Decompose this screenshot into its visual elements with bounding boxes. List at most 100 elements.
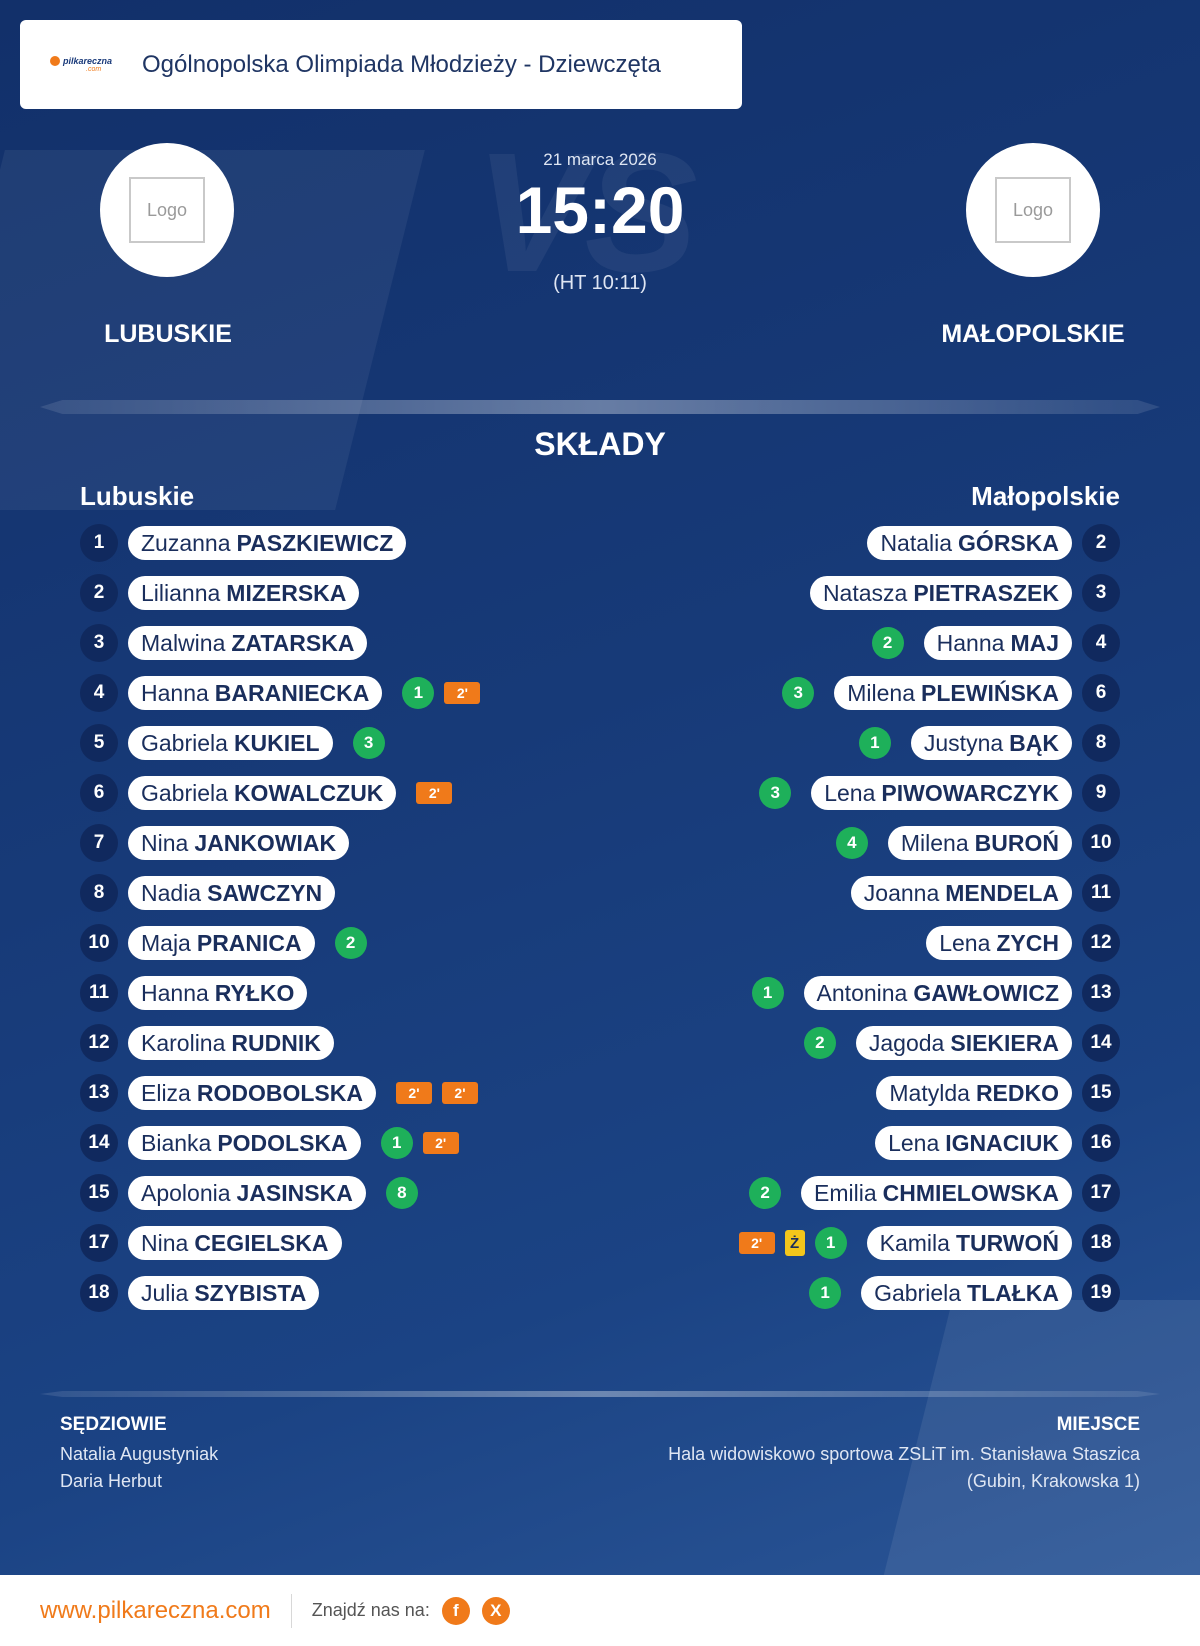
player-name[interactable]: Matylda REDKO [876, 1076, 1072, 1110]
player-first-name: Gabriela [141, 779, 228, 806]
referee-name: Natalia Augustyniak [60, 1444, 219, 1464]
player-first-name: Nina [141, 829, 189, 856]
player-name[interactable]: Kamila TURWOŃ [866, 1226, 1072, 1260]
player-last-name: SAWCZYN [207, 879, 323, 906]
player-last-name: RYŁKO [214, 979, 295, 1006]
x-icon[interactable]: X [481, 1596, 510, 1625]
player-number: 11 [80, 974, 118, 1012]
player-name[interactable]: Gabriela KUKIEL [128, 726, 333, 760]
player-name[interactable]: Nadia SAWCZYN [128, 876, 336, 910]
away-team-logo: Logo [966, 143, 1100, 277]
player-name[interactable]: Jagoda SIEKIERA [855, 1026, 1072, 1060]
facebook-icon[interactable]: f [441, 1596, 470, 1625]
player-first-name: Lena [824, 779, 876, 806]
player-last-name: GÓRSKA [958, 529, 1059, 556]
player-first-name: Malwina [141, 629, 226, 656]
lineups-title: SKŁADY [534, 426, 666, 462]
goals-badge: 2 [749, 1177, 782, 1209]
player-row: 12 Karolina RUDNIK [80, 1024, 354, 1062]
player-name[interactable]: Milena PLEWIŃSKA [834, 676, 1072, 710]
player-last-name: SIEKIERA [950, 1029, 1059, 1056]
player-name[interactable]: Lena IGNACIUK [875, 1126, 1072, 1160]
player-name[interactable]: Hanna MAJ [923, 626, 1072, 660]
player-last-name: CHMIELOWSKA [882, 1179, 1059, 1206]
player-name[interactable]: Natalia GÓRSKA [867, 526, 1072, 560]
player-name[interactable]: Hanna BARANIECKA [128, 676, 383, 710]
player-last-name: GAWŁOWICZ [913, 979, 1059, 1006]
away-lineup-heading: Małopolskie [971, 481, 1120, 511]
goals-badge: 2 [871, 627, 904, 659]
player-last-name: SZYBISTA [194, 1279, 307, 1306]
player-row: 8 Nadia SAWCZYN [80, 874, 355, 912]
player-name[interactable]: Justyna BĄK [910, 726, 1072, 760]
player-number: 17 [80, 1224, 118, 1262]
player-name[interactable]: Nina JANKOWIAK [128, 826, 350, 860]
player-row: 19 Gabriela TLAŁKA 1 [809, 1274, 1120, 1312]
suspension-badge: 2' [395, 1082, 432, 1104]
player-first-name: Julia [141, 1279, 189, 1306]
goals-badge: 1 [402, 677, 435, 709]
suspension-badge: 2' [738, 1232, 775, 1254]
player-name[interactable]: Karolina RUDNIK [128, 1026, 334, 1060]
player-name[interactable]: Lena PIWOWARCZYK [811, 776, 1072, 810]
player-first-name: Milena [900, 829, 969, 856]
player-name[interactable]: Joanna MENDELA [850, 876, 1072, 910]
player-row: 1 Zuzanna PASZKIEWICZ [80, 524, 426, 562]
player-number: 17 [1082, 1174, 1120, 1212]
goals-badge: 1 [751, 977, 784, 1009]
website-link[interactable]: www.pilkareczna.com [40, 1596, 271, 1624]
player-row: 17 Emilia CHMIELOWSKA 2 [749, 1174, 1120, 1212]
player-name[interactable]: Lena ZYCH [926, 926, 1072, 960]
player-number: 12 [80, 1024, 118, 1062]
player-name[interactable]: Nina CEGIELSKA [128, 1226, 342, 1260]
player-row: 7 Nina JANKOWIAK [80, 824, 369, 862]
player-first-name: Bianka [141, 1129, 212, 1156]
player-first-name: Antonina [816, 979, 908, 1006]
divider [40, 400, 1160, 414]
player-last-name: RUDNIK [231, 1029, 321, 1056]
player-number: 19 [1082, 1274, 1120, 1312]
player-name[interactable]: Malwina ZATARSKA [128, 626, 368, 660]
goals-badge: 2 [803, 1027, 836, 1059]
background-shape [847, 1300, 1200, 1575]
player-name[interactable]: Lilianna MIZERSKA [128, 576, 360, 610]
player-name[interactable]: Emilia CHMIELOWSKA [801, 1176, 1072, 1210]
player-last-name: KOWALCZUK [233, 779, 384, 806]
referee-name: Daria Herbut [60, 1471, 163, 1491]
player-events: 2' 2' [395, 1082, 478, 1104]
logo-placeholder: Logo [129, 177, 205, 243]
player-first-name: Justyna [923, 729, 1004, 756]
brand-logo[interactable]: pilkareczna .com [50, 56, 130, 73]
player-name[interactable]: Gabriela KOWALCZUK [128, 776, 397, 810]
player-last-name: JASINSKA [236, 1179, 353, 1206]
player-name[interactable]: Eliza RODOBOLSKA [128, 1076, 376, 1110]
player-name[interactable]: Antonina GAWŁOWICZ [803, 976, 1072, 1010]
player-row: 4 Hanna MAJ 2 [871, 624, 1120, 662]
player-name[interactable]: Apolonia JASINSKA [128, 1176, 366, 1210]
goals-badge: 3 [352, 727, 385, 759]
player-row: 15 Apolonia JASINSKA 8 [80, 1174, 418, 1212]
player-name[interactable]: Milena BUROŃ [887, 826, 1072, 860]
player-row: 2 Natalia GÓRSKA [847, 524, 1120, 562]
player-row: 14 Bianka PODOLSKA 1 2' [80, 1124, 459, 1162]
player-row: 8 Justyna BĄK 1 [858, 724, 1120, 762]
player-name[interactable]: Hanna RYŁKO [128, 976, 308, 1010]
player-name[interactable]: Maja PRANICA [128, 926, 315, 960]
player-name[interactable]: Gabriela TLAŁKA [861, 1276, 1072, 1310]
player-last-name: MENDELA [945, 879, 1059, 906]
player-events: 1 2' [380, 1127, 459, 1159]
player-last-name: TURWOŃ [955, 1229, 1059, 1256]
player-last-name: JANKOWIAK [194, 829, 337, 856]
player-name[interactable]: Bianka PODOLSKA [128, 1126, 361, 1160]
player-name[interactable]: Natasza PIETRASZEK [809, 576, 1072, 610]
player-name[interactable]: Zuzanna PASZKIEWICZ [128, 526, 407, 560]
home-lineup-heading: Lubuskie [80, 481, 195, 511]
goals-badge: 1 [814, 1227, 847, 1259]
player-last-name: BUROŃ [974, 829, 1059, 856]
player-name[interactable]: Julia SZYBISTA [128, 1276, 320, 1310]
player-last-name: PASZKIEWICZ [236, 529, 394, 556]
player-last-name: IGNACIUK [945, 1129, 1059, 1156]
home-team-name: LUBUSKIE [104, 320, 232, 348]
player-number: 2 [1082, 524, 1120, 562]
player-number: 11 [1082, 874, 1120, 912]
